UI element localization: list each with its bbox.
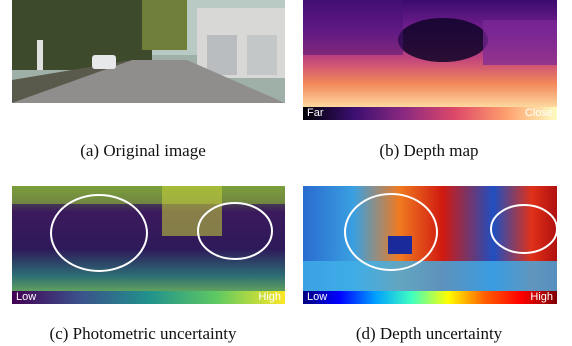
caption: (d) Depth uncertainty [286,324,572,344]
depth-uncertainty-map [303,186,557,291]
colorbar-low-label: Low [307,291,327,304]
colorbar-low-label: Low [16,291,36,304]
caption: (c) Photometric uncertainty [0,324,286,344]
caption: (b) Depth map [286,141,572,161]
colorbar: Low High [303,291,557,304]
colorbar-low-label: Far [307,107,324,120]
figure: Far Close (a) Original image (b) Depth m… [0,0,572,346]
caption: (a) Original image [0,141,286,161]
colorbar-high-label: Close [525,107,553,120]
colorbar-high-label: High [258,291,281,304]
colorbar: Far Close [303,107,557,120]
colorbar: Low High [12,291,285,304]
colorbar-high-label: High [530,291,553,304]
original-image [12,0,285,103]
photometric-uncertainty-map [12,186,285,291]
depth-map [303,0,557,107]
